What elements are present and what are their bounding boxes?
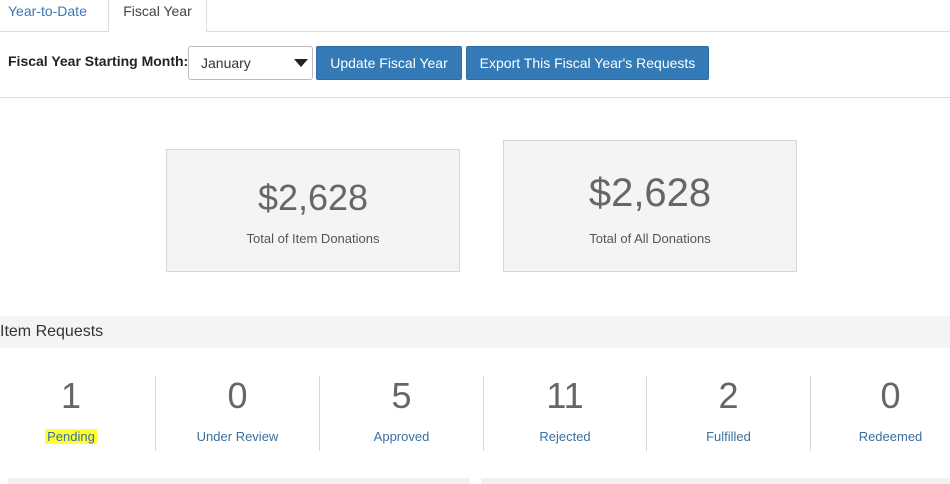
fiscal-toolbar: Fiscal Year Starting Month: January Upda… bbox=[0, 31, 950, 98]
all-donations-card: $2,628 Total of All Donations bbox=[503, 140, 797, 272]
item-requests-header: Item Requests bbox=[0, 316, 950, 348]
stat-label-redeemed[interactable]: Redeemed bbox=[858, 429, 923, 444]
tab-year-to-date[interactable]: Year-to-Date bbox=[8, 3, 87, 19]
bottom-panel-left bbox=[8, 478, 470, 484]
bottom-panel-right bbox=[481, 478, 950, 484]
stat-count: 0 bbox=[227, 375, 248, 416]
section-title: Item Requests bbox=[0, 323, 104, 340]
fiscal-month-select[interactable]: January bbox=[188, 46, 313, 80]
stat-divider bbox=[155, 376, 156, 451]
item-donations-card: $2,628 Total of Item Donations bbox=[166, 149, 460, 272]
highlighted-label[interactable]: Pending bbox=[45, 429, 97, 444]
export-requests-button[interactable]: Export This Fiscal Year's Requests bbox=[466, 46, 709, 80]
stat-count: 2 bbox=[718, 375, 739, 416]
request-stats: 1 Pending 0 Under Review 5 Approved 11 R… bbox=[0, 376, 950, 451]
stat-count: 1 bbox=[60, 375, 82, 416]
stat-divider bbox=[646, 376, 647, 451]
fiscal-month-value: January bbox=[201, 55, 251, 71]
stat-divider bbox=[319, 376, 320, 451]
stat-under-review[interactable]: 0 Under Review bbox=[156, 376, 319, 451]
stat-rejected[interactable]: 11 Rejected bbox=[484, 376, 646, 451]
item-donations-label: Total of Item Donations bbox=[246, 231, 380, 246]
stat-label-approved[interactable]: Approved bbox=[373, 429, 430, 444]
stat-approved[interactable]: 5 Approved bbox=[320, 376, 483, 451]
tab-fiscal-year[interactable]: Fiscal Year bbox=[108, 0, 207, 32]
stat-divider bbox=[810, 376, 811, 451]
stat-pending[interactable]: 1 Pending bbox=[0, 376, 142, 451]
item-donations-amount: $2,628 bbox=[257, 177, 369, 218]
stat-label-pending[interactable]: Pending bbox=[0, 429, 142, 444]
stat-fulfilled[interactable]: 2 Fulfilled bbox=[647, 376, 810, 451]
all-donations-label: Total of All Donations bbox=[589, 231, 711, 246]
update-fiscal-year-button[interactable]: Update Fiscal Year bbox=[316, 46, 462, 80]
all-donations-amount: $2,628 bbox=[588, 171, 712, 215]
stat-count: 11 bbox=[546, 375, 584, 416]
stat-label-fulfilled[interactable]: Fulfilled bbox=[706, 429, 751, 444]
stat-count: 0 bbox=[880, 375, 901, 416]
fiscal-year-start-label: Fiscal Year Starting Month: bbox=[8, 53, 189, 69]
stat-divider bbox=[483, 376, 484, 451]
stat-redeemed[interactable]: 0 Redeemed bbox=[811, 376, 950, 451]
stat-count: 5 bbox=[391, 375, 412, 416]
stat-label-rejected[interactable]: Rejected bbox=[539, 429, 591, 444]
stat-label-under-review[interactable]: Under Review bbox=[196, 429, 279, 444]
tab-bar: Year-to-Date Fiscal Year bbox=[0, 0, 950, 32]
caret-down-icon bbox=[294, 59, 308, 67]
